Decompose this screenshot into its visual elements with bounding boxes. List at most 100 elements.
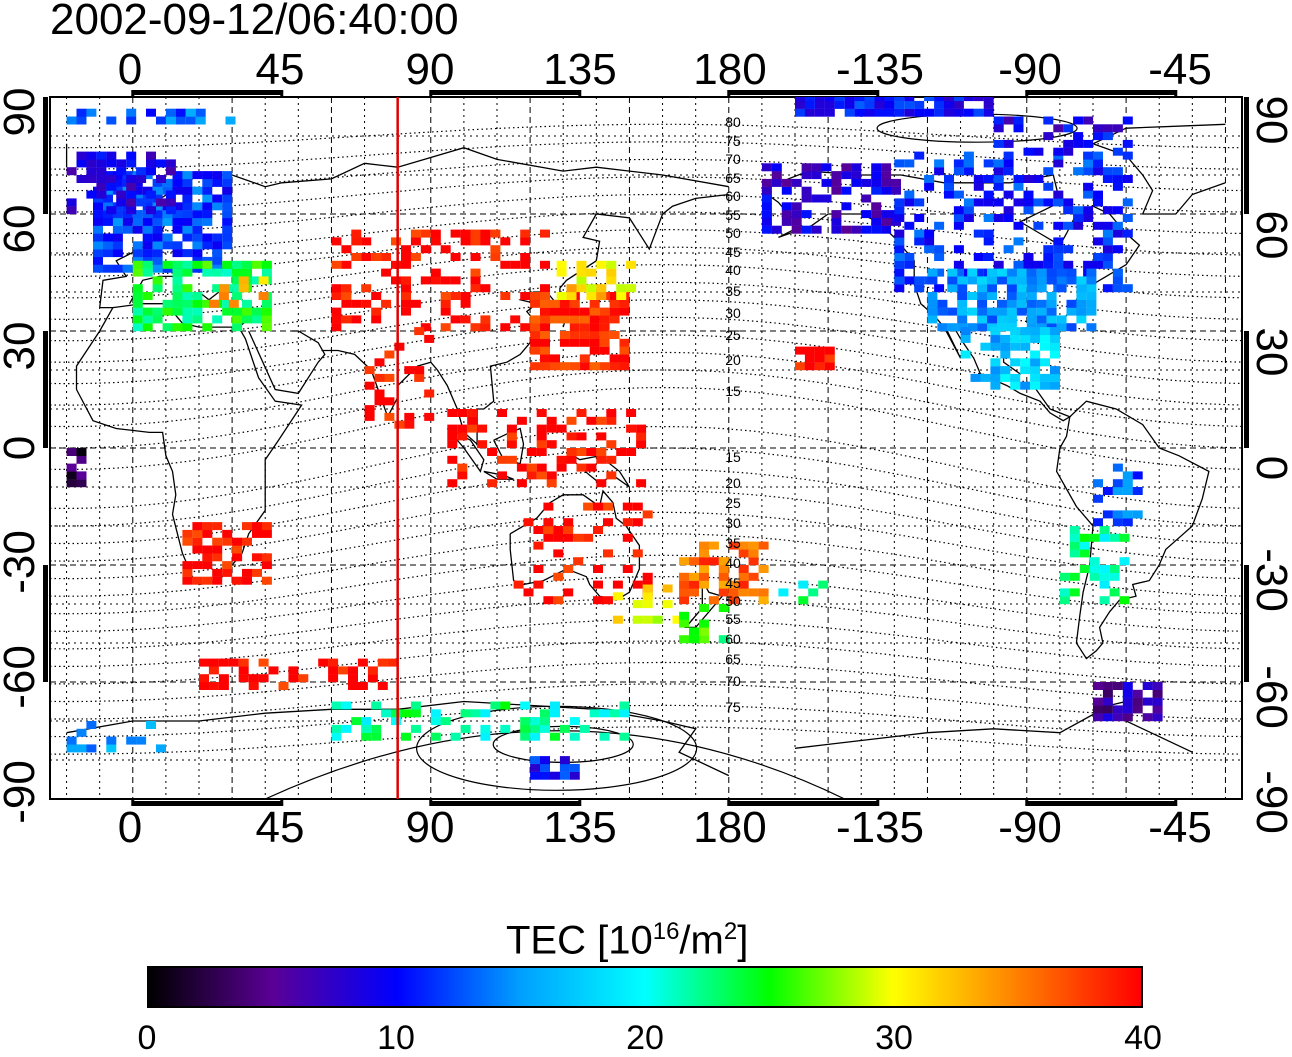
tec-cell: [1026, 284, 1037, 293]
tec-cell: [1006, 292, 1017, 300]
tec-cell: [351, 229, 362, 238]
tec-cell: [195, 116, 206, 125]
tec-cell: [122, 225, 133, 234]
tec-cell: [738, 565, 749, 573]
contour-label-south: 20: [725, 475, 741, 491]
tec-cell: [699, 580, 709, 589]
tec-cell: [351, 315, 362, 324]
tec-cell: [1043, 116, 1054, 125]
tec-cell: [182, 315, 193, 324]
tec-cell: [238, 658, 249, 667]
tec-cell: [520, 253, 531, 261]
tec-cell: [569, 299, 580, 308]
tec-cell: [871, 163, 882, 172]
tec-cell: [987, 292, 997, 300]
tec-cell: [997, 268, 1007, 277]
tec-cell: [871, 210, 882, 219]
tec-cell: [1099, 580, 1110, 589]
tec-cell: [699, 572, 709, 581]
tec-cell: [563, 588, 574, 597]
tec-cell: [1112, 479, 1123, 488]
tec-cell: [1093, 198, 1103, 207]
tec-cell: [76, 728, 87, 737]
tec-cell: [957, 307, 968, 316]
tec-cell: [1073, 116, 1084, 125]
tec-cell: [232, 260, 243, 269]
tec-cell: [579, 331, 590, 339]
tec-cell: [540, 763, 550, 772]
tec-cell: [536, 471, 547, 480]
tec-cell: [851, 171, 862, 180]
tec-cell: [76, 108, 87, 117]
tec-cell: [222, 202, 233, 211]
tec-cell: [993, 116, 1004, 125]
tec-cell: [152, 210, 163, 219]
tec-cell: [1023, 198, 1034, 207]
contour-label-south: 25: [725, 495, 741, 511]
tec-cell: [218, 292, 229, 300]
tec-cell: [1079, 533, 1090, 542]
tec-cell: [993, 159, 1004, 168]
tec-cell: [934, 108, 945, 117]
tec-cell: [76, 455, 87, 464]
tec-cell: [679, 580, 690, 589]
y-right-tick: 30: [1247, 327, 1292, 377]
tec-cell: [861, 194, 872, 203]
tec-cell: [298, 674, 309, 683]
tec-cell: [242, 260, 252, 269]
tec-cell: [758, 541, 769, 550]
tec-cell: [1122, 713, 1133, 722]
tec-cell: [460, 709, 471, 718]
tec-cell: [410, 709, 421, 718]
tec-cell: [1033, 198, 1044, 207]
tec-cell: [460, 237, 471, 246]
tec-cell: [1023, 175, 1034, 183]
tec-cell: [987, 307, 997, 316]
tec-cell: [540, 717, 550, 726]
tec-cell: [1119, 533, 1130, 542]
tec-cell: [1053, 198, 1064, 207]
tec-cell: [536, 424, 547, 433]
contour-label-north: 45: [725, 244, 741, 260]
tec-cell: [550, 732, 560, 741]
contour-label-south: 45: [725, 575, 741, 591]
tec-cell: [1053, 253, 1064, 261]
tec-cell: [718, 588, 729, 597]
tec-cell: [1036, 307, 1047, 316]
tec-cell: [596, 448, 607, 456]
tec-cell: [208, 299, 219, 308]
coastlines: [65, 123, 1226, 777]
tec-cell: [192, 561, 203, 570]
tec-cell: [626, 424, 637, 433]
tec-cell: [801, 163, 812, 172]
tec-cell: [1069, 549, 1080, 558]
tec-cell: [1066, 299, 1077, 308]
tec-cell: [182, 217, 193, 226]
tec-cell: [708, 557, 719, 566]
tec-cell: [192, 315, 203, 324]
colorbar-title-exponent: 16: [652, 918, 680, 945]
tec-cell: [381, 268, 392, 277]
tec-cell: [679, 572, 690, 581]
tec-cell: [894, 198, 905, 207]
tec-cell: [586, 416, 597, 425]
tec-cell: [96, 182, 107, 191]
tec-cell: [132, 225, 143, 234]
tec-cell: [612, 580, 623, 589]
tec-cell: [172, 284, 183, 293]
tec-cell: [192, 249, 203, 258]
tec-cell: [1132, 697, 1143, 706]
tec-cell: [1050, 334, 1060, 343]
tec-cell: [430, 717, 441, 726]
tec-cell: [960, 334, 971, 343]
tec-cell: [1102, 221, 1113, 230]
tec-cell: [1112, 182, 1123, 191]
tec-cell: [619, 354, 630, 363]
tec-cell: [761, 217, 772, 226]
tec-cell: [261, 299, 272, 308]
tec-cell: [182, 268, 193, 277]
tec-cell: [606, 268, 617, 277]
tec-cell: [1069, 533, 1080, 542]
y-right-tick: 0: [1247, 455, 1292, 481]
tec-cell: [450, 229, 461, 238]
